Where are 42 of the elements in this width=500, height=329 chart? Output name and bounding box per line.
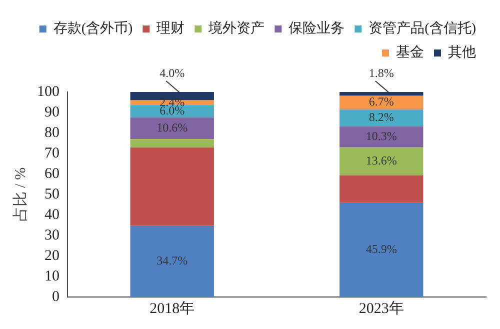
bar (340, 109, 424, 126)
y-tick-label: 0 (52, 288, 60, 305)
legend-label: 存款(含外币) (53, 20, 134, 37)
data-label: 10.6% (156, 120, 188, 134)
bar (340, 175, 424, 203)
bar (340, 147, 424, 176)
legend-label: 保险业务 (288, 20, 345, 37)
y-tick-label: 100 (37, 84, 60, 100)
data-label: 8.2% (368, 110, 394, 124)
data-label: 13.6% (366, 153, 397, 168)
y-tick-label: 40 (44, 206, 60, 223)
bar (130, 105, 214, 118)
bar (340, 202, 424, 297)
x-tick-label: 2018年 (150, 300, 195, 317)
bar (340, 92, 424, 96)
data-label: 6.7% (368, 94, 394, 109)
data-label: 1.8% (368, 66, 394, 80)
bar (130, 147, 214, 226)
y-tick-label: 20 (44, 248, 60, 264)
data-label: 10.3% (366, 128, 397, 143)
legend-label: 资管产品(含信托) (368, 20, 476, 37)
bar (130, 117, 214, 140)
y-tick-label: 60 (44, 166, 60, 182)
y-axis-title: 占比 / % (12, 167, 29, 222)
bar (130, 139, 214, 148)
y-tick-label: 30 (44, 227, 60, 244)
bar (130, 226, 214, 297)
bar (340, 126, 424, 148)
y-tick-label: 90 (44, 104, 60, 120)
y-tick-label: 50 (44, 186, 60, 202)
legend-label: 基金 (396, 44, 424, 61)
y-tick-label: 80 (44, 124, 60, 141)
data-label: 4.0% (160, 66, 185, 80)
legend-label: 其他 (448, 44, 476, 61)
y-tick-label: 70 (44, 145, 60, 162)
x-tick-label: 2023年 (358, 300, 404, 317)
bar (340, 96, 424, 110)
data-label: 45.9% (366, 242, 397, 256)
data-label: 34.7% (156, 254, 188, 268)
y-tick-label: 10 (44, 268, 60, 284)
legend-label: 境外资产 (208, 20, 265, 37)
legend-label: 理财 (156, 20, 185, 37)
